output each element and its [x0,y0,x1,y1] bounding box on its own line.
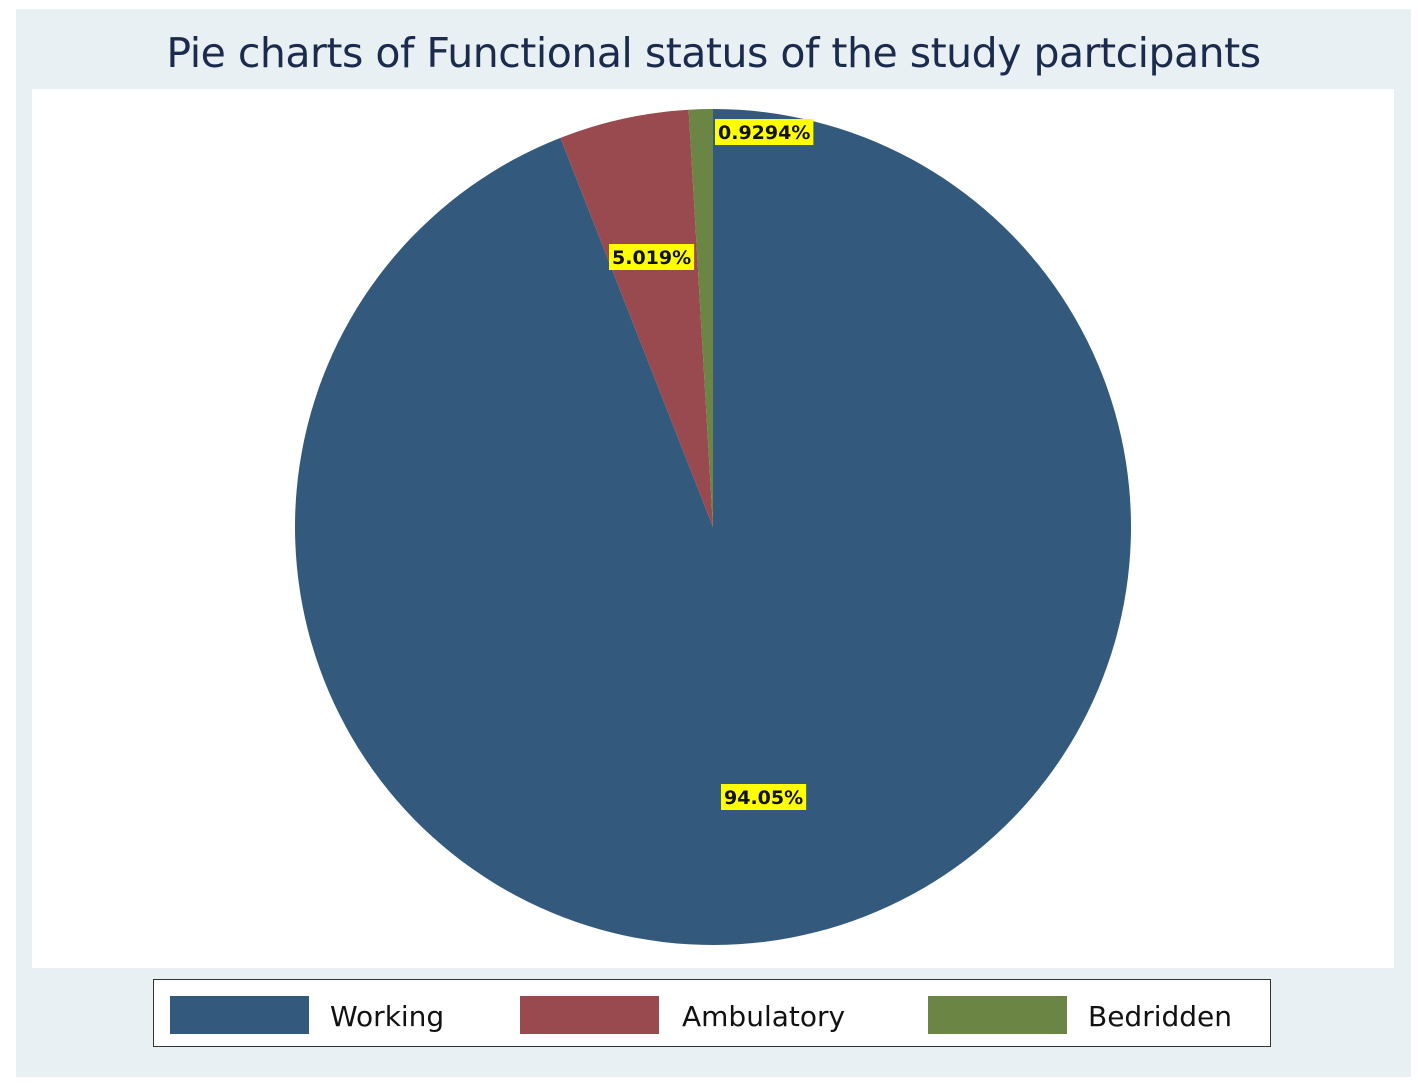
slice-label-bedridden: 0.9294% [715,119,814,145]
legend-label-ambulatory: Ambulatory [682,1000,846,1033]
chart-frame: Pie charts of Functional status of the s… [16,9,1411,1077]
legend: Working Ambulatory Bedridden [153,979,1271,1047]
svg-text:5.019%: 5.019% [612,247,691,269]
slice-label-ambulatory: 5.019% [609,244,695,270]
slice-label-working: 94.05% [721,784,807,810]
legend-swatch-ambulatory [520,996,659,1034]
svg-text:94.05%: 94.05% [724,787,803,809]
pie-chart: 94.05% 5.019% 0.9294% [294,109,1131,945]
slice-label-bg-ambulatory [609,244,695,270]
legend-swatch-working [170,996,309,1034]
legend-label-working: Working [330,1000,445,1033]
slice-label-bg-working [721,784,807,810]
slice-label-bg-bedridden [715,119,814,145]
pie-slice-bedridden [688,109,713,527]
pie-slice-ambulatory [560,109,713,527]
plot-region: 94.05% 5.019% 0.9294% [32,89,1394,968]
legend-swatch-bedridden [928,996,1067,1034]
svg-text:0.9294%: 0.9294% [718,122,810,144]
chart-title: Pie charts of Functional status of the s… [166,29,1261,77]
legend-label-bedridden: Bedridden [1088,1000,1233,1033]
